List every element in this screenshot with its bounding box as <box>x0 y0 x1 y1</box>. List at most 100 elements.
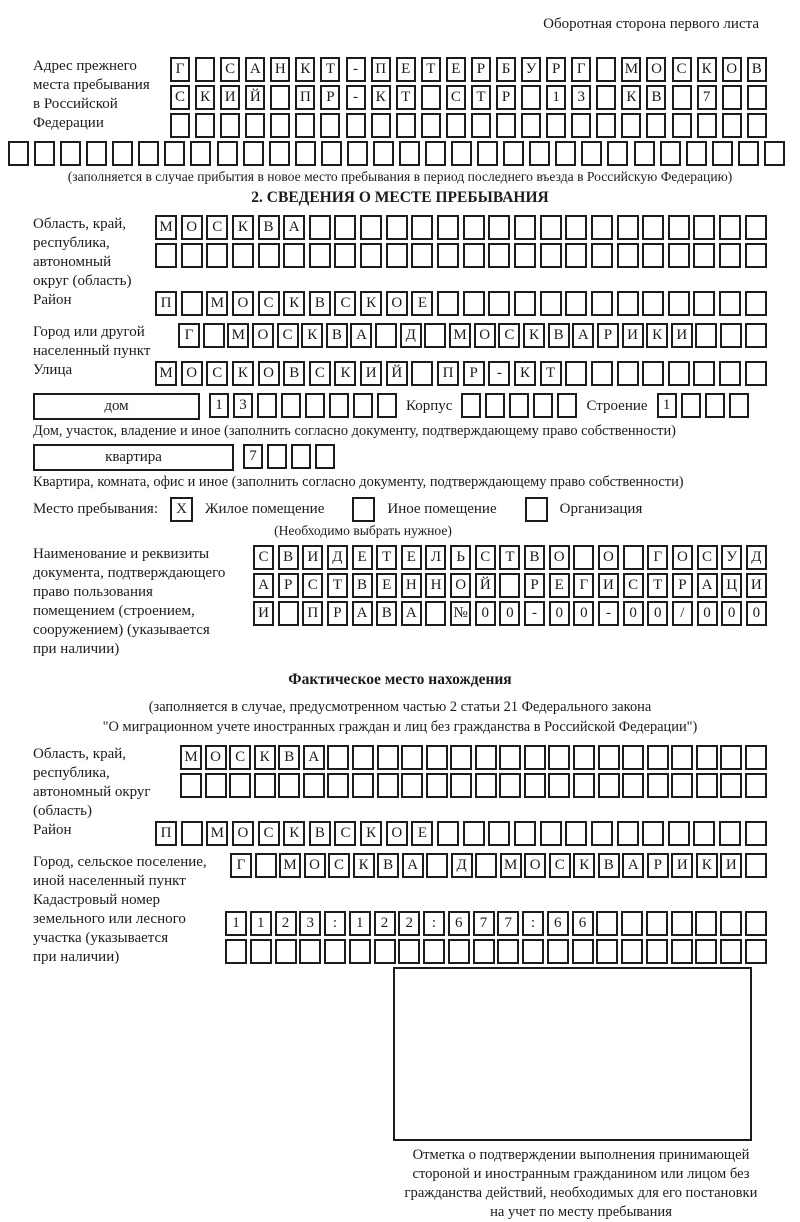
char-cell: Т <box>420 57 441 82</box>
char-cell: М <box>449 323 472 348</box>
prev-address-caption: (заполняется в случае прибытия в новое м… <box>67 169 733 184</box>
char-cell: К <box>621 85 642 110</box>
char-cell <box>633 141 655 166</box>
char-cell: О <box>385 821 408 846</box>
char-cell: - <box>488 361 511 386</box>
char-cell <box>231 243 254 268</box>
char-cell: О <box>180 215 203 240</box>
char-cell <box>401 745 424 770</box>
box-row <box>170 113 767 138</box>
char-cell <box>474 745 497 770</box>
char-cell: 3 <box>299 911 322 936</box>
char-cell <box>622 545 644 570</box>
char-cell: Н <box>425 573 447 598</box>
char-cell: 1 <box>348 911 371 936</box>
char-cell: - <box>345 85 366 110</box>
char-cell <box>667 215 690 240</box>
char-cell <box>360 243 383 268</box>
char-cell <box>503 141 525 166</box>
char-cell: В <box>597 853 620 878</box>
char-cell <box>744 323 767 348</box>
char-cell: А <box>245 57 266 82</box>
char-cell <box>302 773 325 798</box>
char-cell: 6 <box>447 911 470 936</box>
char-cell: И <box>220 85 241 110</box>
char-cell: В <box>376 601 398 626</box>
char-cell <box>411 215 434 240</box>
char-cell: 2 <box>373 911 396 936</box>
char-cell <box>539 243 562 268</box>
char-cell <box>571 939 594 964</box>
char-cell <box>155 243 177 268</box>
char-cell: Б <box>496 57 517 82</box>
char-cell: Р <box>646 853 669 878</box>
char-cell: И <box>621 323 644 348</box>
char-cell: В <box>278 745 301 770</box>
kadastr-block: Кадастровый номер земельного или лесного… <box>33 891 767 967</box>
char-cell: С <box>257 821 280 846</box>
char-cell: В <box>308 821 331 846</box>
char-cell <box>360 215 383 240</box>
char-cell <box>720 911 742 936</box>
char-cell <box>190 141 212 166</box>
box-row <box>155 243 767 268</box>
char-cell <box>521 113 542 138</box>
char-cell: С <box>498 323 521 348</box>
kadastr-label: Кадастровый номер земельного или лесного… <box>33 892 186 965</box>
char-cell: И <box>720 853 743 878</box>
char-cell: К <box>360 291 383 316</box>
char-cell <box>622 773 645 798</box>
char-cell: 0 <box>647 601 669 626</box>
char-cell <box>377 393 397 418</box>
char-cell <box>509 393 530 418</box>
char-cell <box>299 939 322 964</box>
char-cell <box>324 939 346 964</box>
char-cell: П <box>155 291 177 316</box>
char-cell: 1 <box>209 393 229 418</box>
char-cell: О <box>251 323 274 348</box>
char-cell: А <box>283 215 306 240</box>
char-cell <box>667 243 690 268</box>
char-cell <box>164 141 186 166</box>
char-cell <box>281 393 301 418</box>
dom-caption: Дом, участок, владение и иное (заполнить… <box>33 423 676 439</box>
char-cell: Т <box>320 57 341 82</box>
char-cell: О <box>524 853 547 878</box>
char-cell: - <box>524 601 546 626</box>
char-cell <box>470 113 491 138</box>
char-cell <box>411 361 434 386</box>
char-cell <box>420 85 441 110</box>
char-cell <box>565 243 588 268</box>
char-cell <box>533 393 554 418</box>
char-cell <box>621 939 643 964</box>
char-cell <box>425 601 447 626</box>
char-cell <box>395 113 416 138</box>
char-cell <box>202 323 225 348</box>
char-cell <box>225 939 247 964</box>
char-cell: С <box>334 291 357 316</box>
char-cell <box>242 141 264 166</box>
char-cell <box>475 853 498 878</box>
char-cell <box>329 393 349 418</box>
char-cell <box>257 243 280 268</box>
char-cell <box>488 821 511 846</box>
char-cell: Р <box>320 85 341 110</box>
char-cell <box>370 113 391 138</box>
char-cell: В <box>547 323 570 348</box>
char-cell <box>642 361 665 386</box>
stroenie-label: Строение <box>586 398 648 414</box>
char-cell: К <box>231 215 254 240</box>
char-cell: К <box>696 57 717 82</box>
char-cell: С <box>548 853 571 878</box>
char-cell: О <box>597 545 619 570</box>
char-cell <box>8 141 29 166</box>
checkbox-inoe <box>352 497 376 522</box>
char-cell: Е <box>351 545 373 570</box>
char-cell <box>376 773 399 798</box>
char-cell <box>621 113 642 138</box>
char-cell: С <box>276 323 299 348</box>
char-cell: Ц <box>721 573 743 598</box>
